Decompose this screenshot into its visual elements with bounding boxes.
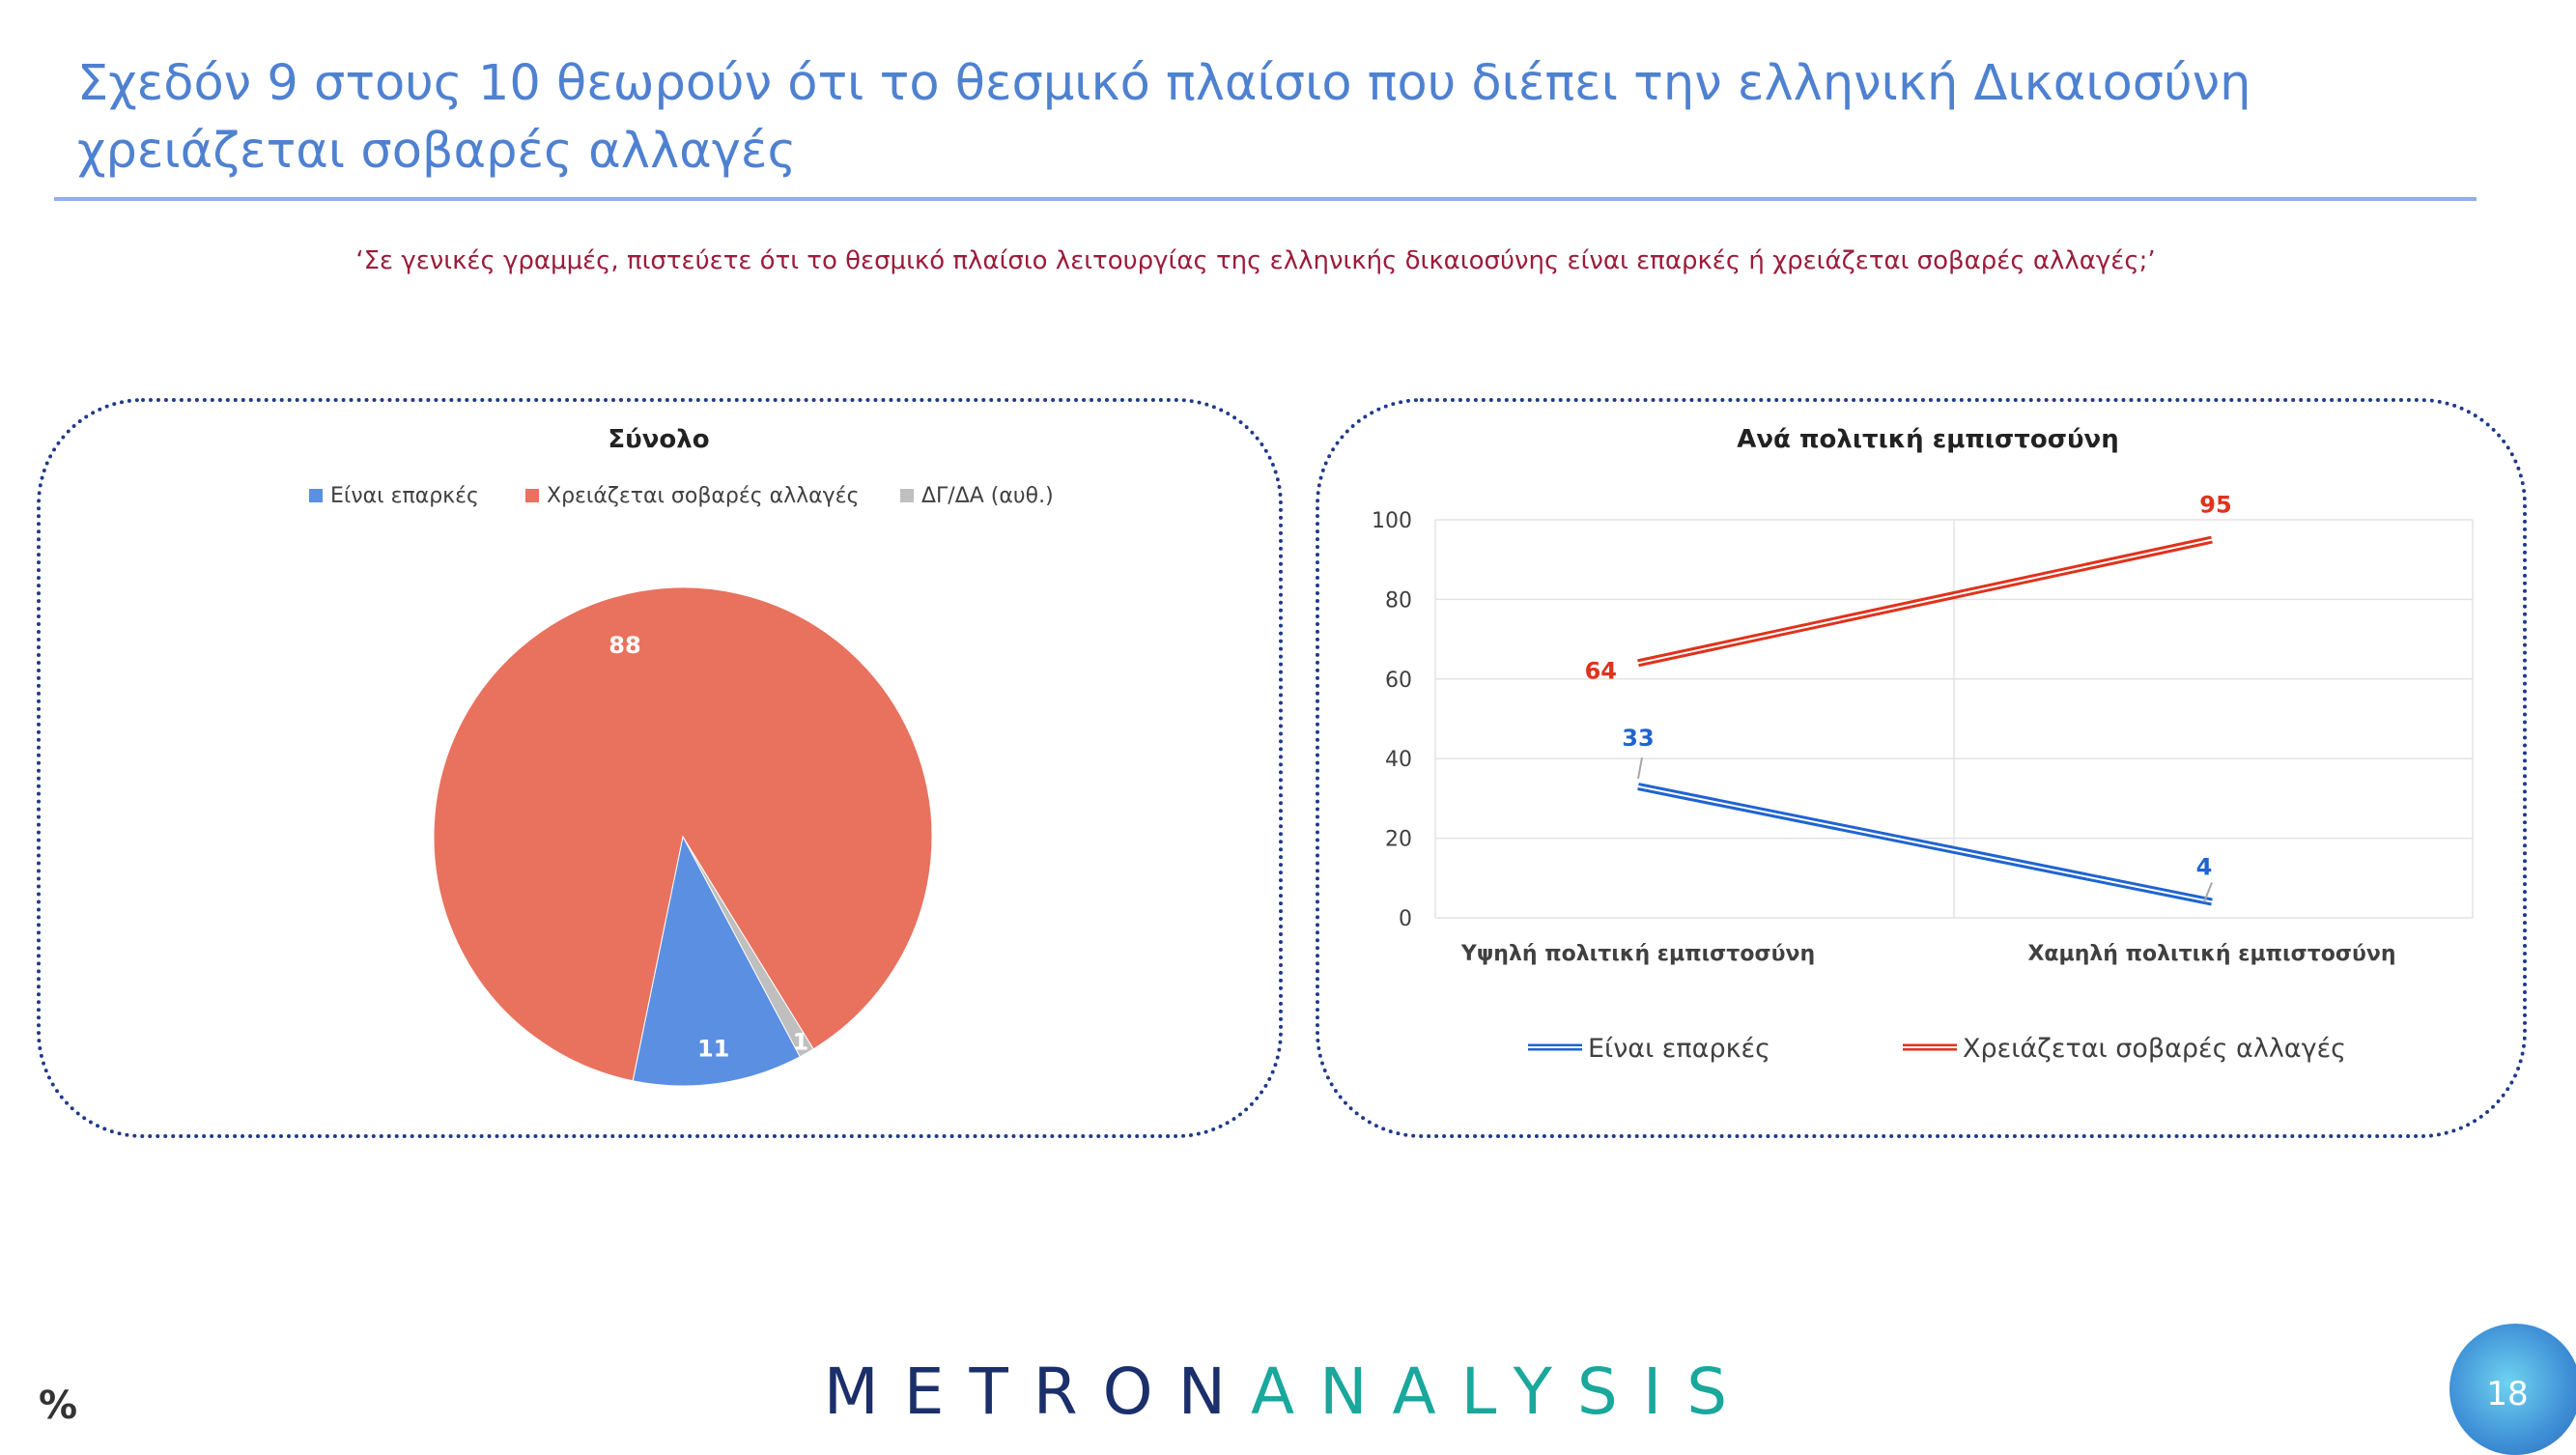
page-number: 18	[2486, 1375, 2529, 1413]
page-badge	[2449, 1324, 2576, 1455]
logo-part-analysis: ANALYSIS	[1250, 1355, 1753, 1429]
y-tick-4: 80	[1385, 588, 1412, 613]
x-category-1: Χαμηλή πολιτική εμπιστοσύνη	[2027, 942, 2395, 966]
pie-chart-panel: Σύνολο Είναι επαρκές Χρειάζεται σοβαρές αλ…	[37, 398, 1283, 1138]
series-line-inner-1	[1637, 538, 2213, 665]
pie-legend-swatch-2	[900, 489, 914, 502]
metron-analysis-logo: METRONANALYSIS	[0, 1355, 2576, 1429]
pie-legend-label-1: Χρειάζεται σοβαρές αλλαγές	[547, 484, 860, 508]
y-tick-2: 40	[1385, 748, 1412, 772]
pie-slice-0	[632, 835, 801, 1087]
percent-sign: %	[39, 1384, 78, 1428]
survey-question: ‘Σε γενικές γραμμές, πιστεύετε ότι το θε…	[355, 246, 2156, 275]
pie-legend-label-2: ΔΓ/ΔΑ (αυθ.)	[921, 484, 1054, 508]
leader-line-0-1	[2203, 882, 2213, 902]
y-tick-3: 60	[1385, 669, 1412, 693]
pie-legend-swatch-1	[525, 489, 539, 502]
line-legend-label-0: Είναι επαρκές	[1588, 1034, 1770, 1064]
line-chart: Ανά πολιτική εμπιστοσύνη 0 20 40 60 80 100 Υψηλ…	[1372, 425, 2474, 1064]
line-data-label-0-0: 33	[1622, 725, 1654, 752]
y-tick-0: 0	[1399, 907, 1412, 931]
line-legend-label-1: Χρειάζεται σοβαρές αλλαγές	[1963, 1034, 2346, 1064]
series-line-inner-0	[1637, 785, 2213, 903]
line-chart-title: Ανά πολιτική εμπιστοσύνη	[1737, 425, 2119, 454]
y-tick-1: 20	[1385, 828, 1412, 852]
pie-data-label-2: 1	[792, 1029, 808, 1056]
line-data-label-1-0: 64	[1585, 657, 1617, 684]
pie-chart: Σύνολο Είναι επαρκές Χρειάζεται σοβαρές αλ…	[309, 425, 1054, 1087]
pie-legend-label-0: Είναι επαρκές	[330, 484, 479, 508]
y-tick-5: 100	[1372, 509, 1412, 533]
logo-part-metron: METRON	[823, 1355, 1251, 1429]
pie-legend-swatch-0	[309, 489, 323, 502]
leader-line-0-0	[1637, 756, 1643, 780]
pie-chart-title: Σύνολο	[608, 425, 709, 454]
line-data-label-0-1: 4	[2196, 854, 2213, 881]
pie-data-label-0: 11	[697, 1036, 729, 1063]
x-category-0: Υψηλή πολιτική εμπιστοσύνη	[1460, 942, 1815, 966]
line-data-label-1-1: 95	[2199, 492, 2231, 519]
pie-slice-1	[433, 586, 933, 1082]
pie-data-label-1: 88	[609, 632, 640, 659]
line-chart-panel: Ανά πολιτική εμπιστοσύνη 0 20 40 60 80 100 Υψηλ…	[1316, 398, 2527, 1138]
slide-title: Σχεδόν 9 στους 10 θεωρούν ότι το θεσμικό…	[77, 55, 2251, 180]
title-divider	[54, 197, 2477, 201]
